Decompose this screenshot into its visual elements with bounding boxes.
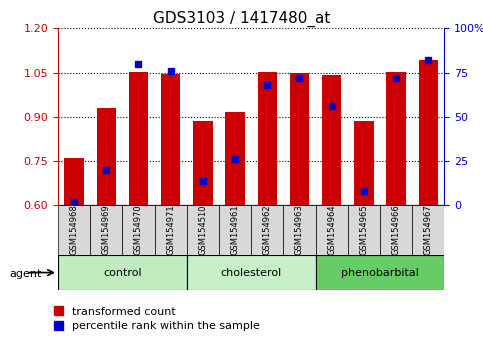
Point (167, 68, 174, 74)
Bar (97, 108, 116, 205)
Text: GSM154510: GSM154510 (199, 205, 207, 255)
Bar (187, 205, 219, 255)
Bar (348, 205, 380, 255)
Bar (386, 72, 406, 205)
Point (296, 75, 303, 81)
Point (328, 103, 336, 109)
Point (425, 57, 432, 63)
Text: GSM154962: GSM154962 (263, 205, 272, 256)
Bar (161, 74, 180, 205)
Text: GSM154968: GSM154968 (70, 205, 79, 256)
Text: cholesterol: cholesterol (221, 268, 282, 278)
Bar (219, 205, 251, 255)
Text: GSM154963: GSM154963 (295, 205, 304, 256)
Bar (251, 205, 284, 255)
Bar (193, 121, 213, 205)
Point (102, 167, 110, 173)
Bar (257, 72, 277, 205)
Point (199, 178, 207, 183)
Point (70, 199, 78, 205)
Text: GSM154969: GSM154969 (102, 205, 111, 256)
Bar (315, 205, 348, 255)
Bar (64, 158, 84, 205)
Bar (380, 205, 412, 255)
Bar (290, 74, 309, 205)
Bar (129, 72, 148, 205)
Legend: transformed count, percentile rank within the sample: transformed count, percentile rank withi… (54, 307, 259, 331)
Text: GSM154967: GSM154967 (424, 205, 433, 256)
Bar (419, 60, 438, 205)
Text: phenobarbital: phenobarbital (341, 268, 419, 278)
Bar (90, 205, 122, 255)
Text: GSM154966: GSM154966 (392, 205, 400, 256)
Text: GSM154970: GSM154970 (134, 205, 143, 256)
Text: GDS3103 / 1417480_at: GDS3103 / 1417480_at (153, 11, 330, 27)
Bar (284, 205, 315, 255)
Text: control: control (103, 268, 142, 278)
Point (392, 75, 400, 81)
Point (135, 61, 142, 67)
Text: GSM154965: GSM154965 (359, 205, 369, 256)
Bar (122, 205, 155, 255)
Bar (58, 255, 187, 290)
Bar (58, 205, 90, 255)
Bar (155, 205, 187, 255)
Point (231, 156, 239, 162)
Bar (187, 255, 315, 290)
Bar (354, 121, 373, 205)
Bar (226, 113, 245, 205)
Text: GSM154964: GSM154964 (327, 205, 336, 256)
Point (263, 82, 271, 88)
Point (360, 188, 368, 194)
Bar (322, 75, 341, 205)
Bar (315, 255, 444, 290)
Bar (412, 205, 444, 255)
Text: agent: agent (10, 269, 42, 279)
Text: GSM154961: GSM154961 (230, 205, 240, 256)
Text: GSM154971: GSM154971 (166, 205, 175, 256)
